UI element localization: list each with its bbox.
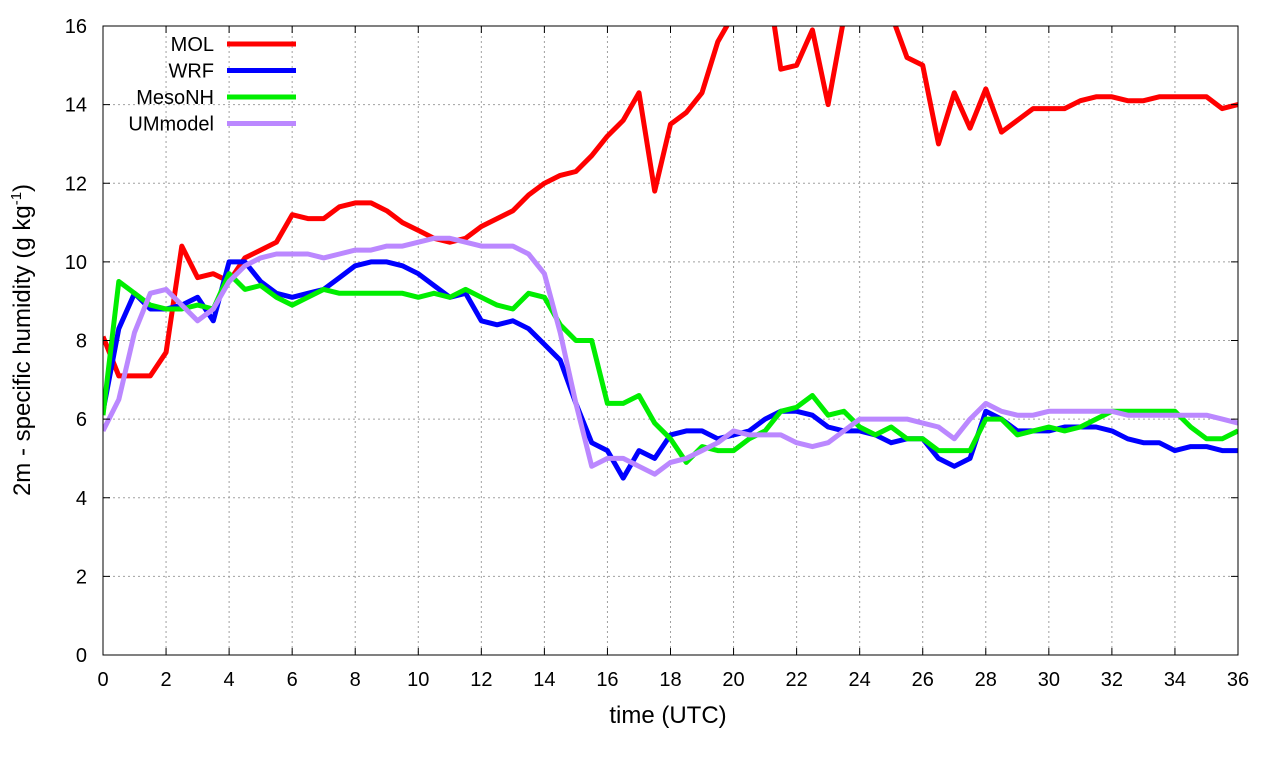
x-tick-label: 34 (1164, 669, 1186, 691)
y-tick-label: 16 (65, 16, 87, 38)
x-tick-label: 22 (785, 669, 807, 691)
y-tick-label: 8 (76, 331, 87, 353)
x-tick-label: 28 (975, 669, 997, 691)
series-line-mesonh (103, 271, 1238, 465)
x-tick-label: 4 (224, 669, 235, 691)
x-tick-label: 36 (1227, 669, 1249, 691)
legend: MOL WRF MesoNH UMmodel (128, 34, 296, 136)
x-tick-label: 16 (596, 669, 618, 691)
y-tick-label: 4 (76, 488, 87, 510)
grid (103, 26, 1238, 655)
x-tick-label: 32 (1101, 669, 1123, 691)
x-tick-label: 14 (533, 669, 555, 691)
x-tick-label: 30 (1038, 669, 1060, 691)
y-tick-label: 12 (65, 173, 87, 195)
y-tick-label: 2 (76, 566, 87, 588)
series-line-wrf (103, 259, 1238, 481)
x-tick-label: 2 (160, 669, 171, 691)
y-tick-labels: 0 2 4 6 8 10 12 14 16 (65, 16, 87, 667)
y-axis-title-main: 2m - specific humidity (g kg (9, 205, 36, 496)
series-lines (103, 26, 1238, 481)
legend-label-wrf: WRF (168, 61, 214, 83)
ticks (102, 25, 1239, 656)
legend-label-mesonh: MesoNH (136, 87, 214, 109)
x-tick-label: 10 (407, 669, 429, 691)
x-tick-label: 12 (470, 669, 492, 691)
y-tick-label: 6 (76, 409, 87, 431)
x-tick-label: 20 (722, 669, 744, 691)
y-tick-label: 14 (65, 95, 87, 117)
series-line-ummodel (103, 235, 1238, 477)
y-tick-label: 10 (65, 252, 87, 274)
x-tick-label: 6 (287, 669, 298, 691)
legend-label-ummodel: UMmodel (128, 114, 214, 136)
x-tick-label: 8 (350, 669, 361, 691)
series-line-mol (103, 26, 1238, 379)
y-axis-title-superscript: -1 (8, 192, 25, 205)
y-axis-title: 2m - specific humidity (g kg-1) (8, 184, 36, 496)
y-tick-label: 0 (76, 645, 87, 667)
x-tick-label: 18 (659, 669, 681, 691)
x-axis-title: time (UTC) (609, 702, 726, 729)
x-tick-label: 0 (97, 669, 108, 691)
x-tick-label: 24 (849, 669, 871, 691)
y-axis-title-close: ) (9, 184, 36, 192)
x-tick-label: 26 (912, 669, 934, 691)
x-tick-labels: 0 2 4 6 8 10 12 14 16 18 20 22 24 26 28 30 32 34 36 (97, 669, 1249, 691)
legend-label-mol: MOL (171, 34, 214, 56)
